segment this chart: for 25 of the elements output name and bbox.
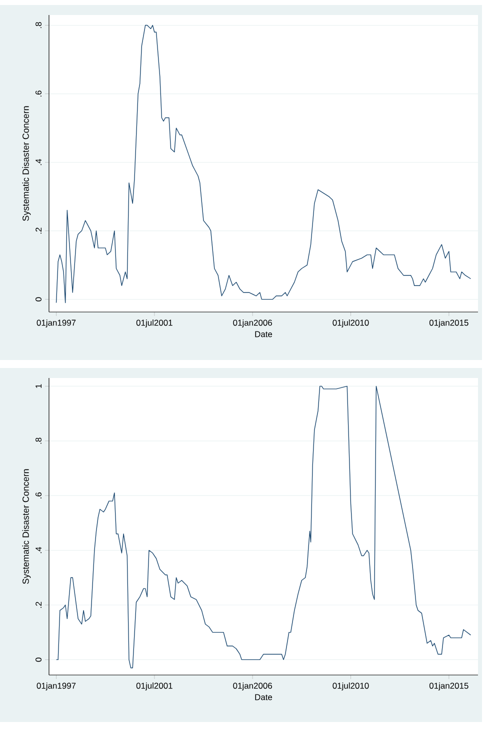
y-tick-label: .6 [36,492,42,498]
y-tick-label: .4 [36,547,42,554]
x-tick-label: 01jul2001 [136,682,172,690]
x-tick-label: 01jan2006 [233,319,272,328]
y-tick-label: .4 [36,159,42,166]
x-tick-label: 01jul2010 [332,319,369,328]
y-tick-label: .2 [36,602,42,608]
y-axis-title: Systematic Disaster Concern [22,469,31,584]
x-axis-title: Date [255,694,272,700]
x-tick-label: 01jan2015 [429,319,468,328]
x-tick-label: 01jul2001 [136,319,172,328]
y-tick-label: .2 [36,228,42,234]
x-axis-title: Date [255,331,272,338]
x-tick-label: 01jan1997 [36,682,76,690]
x-tick-label: 01jan2015 [429,682,468,690]
y-axis-title: Systematic Disaster Concern [22,106,31,221]
y-tick-label: .8 [36,22,42,28]
y-tick-label: 1 [36,384,42,388]
x-tick-label: 01jan2006 [233,682,272,690]
x-tick-label: 01jul2010 [332,682,369,690]
y-tick-label: .8 [36,438,42,444]
x-tick-label: 01jan1997 [36,319,76,328]
y-tick-label: .6 [36,90,42,97]
y-tick-label: 0 [36,658,42,662]
y-tick-label: 0 [36,297,42,302]
